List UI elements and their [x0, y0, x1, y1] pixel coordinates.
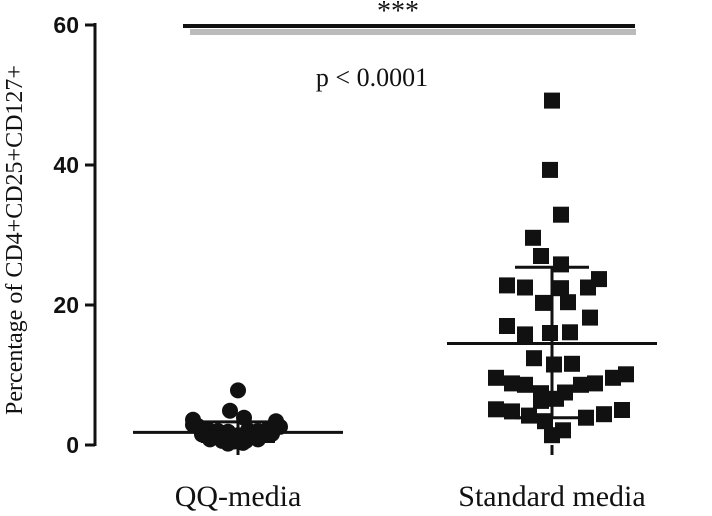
y-axis-label: Percentage of CD4+CD25+CD127+	[2, 65, 28, 415]
data-point-square	[544, 92, 560, 109]
data-point-circle	[250, 431, 266, 448]
data-point-square	[587, 375, 603, 392]
data-point-square	[504, 403, 520, 420]
data-point-square	[535, 294, 551, 311]
data-point-square	[517, 279, 533, 296]
y-axis-ticks: 0 20 40 60	[53, 12, 95, 458]
data-point-square	[582, 309, 598, 326]
data-point-circle	[272, 418, 288, 435]
data-point-circle	[185, 416, 201, 433]
data-point-square	[614, 402, 630, 418]
p-value-label: p < 0.0001	[316, 63, 428, 92]
y-tick-label: 40	[53, 152, 79, 178]
data-point-square	[580, 279, 596, 296]
data-point-square	[553, 280, 569, 297]
data-points	[185, 92, 634, 452]
data-point-square	[546, 356, 562, 373]
data-point-circle	[222, 402, 238, 419]
data-point-square	[517, 326, 533, 343]
data-point-square	[618, 366, 634, 383]
data-point-square	[488, 401, 504, 418]
significance-annotation: *** p < 0.0001	[183, 0, 636, 92]
data-point-square	[499, 318, 515, 334]
y-tick-label: 60	[53, 12, 79, 38]
data-point-square	[553, 256, 569, 273]
data-point-square	[555, 422, 571, 439]
data-point-square	[521, 407, 537, 424]
significance-stars: ***	[377, 0, 419, 27]
data-point-square	[596, 406, 612, 423]
y-tick-label: 0	[66, 432, 79, 458]
data-point-square	[560, 294, 576, 311]
data-point-square	[573, 376, 589, 393]
data-point-square	[533, 392, 549, 409]
data-point-square	[542, 325, 558, 341]
data-point-square	[526, 350, 542, 367]
data-point-square	[553, 206, 569, 223]
data-point-circle	[202, 431, 218, 448]
data-point-square	[525, 229, 541, 246]
data-point-square	[504, 375, 520, 392]
data-point-square	[499, 277, 515, 294]
data-point-square	[533, 248, 549, 264]
data-point-square	[488, 369, 504, 386]
data-point-square	[557, 384, 573, 401]
data-point-circle	[230, 382, 246, 399]
x-category-label: QQ-media	[175, 480, 302, 513]
data-point-square	[517, 376, 533, 393]
y-tick-label: 20	[53, 292, 79, 318]
data-point-square	[605, 369, 621, 386]
data-point-square	[542, 161, 558, 178]
data-point-square	[562, 324, 578, 341]
data-point-square	[564, 355, 580, 372]
mean-sd-bars	[133, 265, 657, 443]
data-point-circle	[220, 435, 236, 452]
x-axis-labels: QQ-media Standard media	[175, 445, 646, 513]
x-category-label: Standard media	[458, 480, 645, 513]
